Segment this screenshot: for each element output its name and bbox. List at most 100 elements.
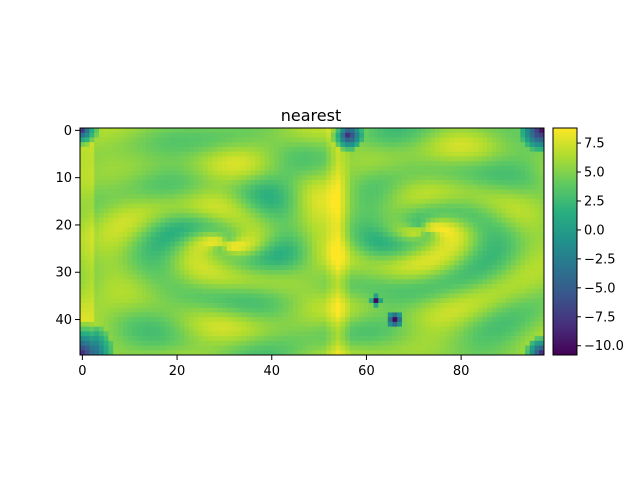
heatmap-cell — [368, 203, 374, 209]
heatmap-cell — [425, 293, 431, 299]
heatmap-cell — [454, 345, 460, 351]
heatmap-cell — [477, 269, 483, 275]
heatmap-cell — [506, 321, 512, 327]
heatmap-cell — [141, 208, 147, 214]
heatmap-cell — [297, 222, 303, 228]
heatmap-cell — [240, 246, 247, 252]
heatmap-cell — [330, 175, 337, 181]
heatmap-cell — [169, 222, 176, 228]
heatmap-cell — [307, 180, 313, 186]
heatmap-cell — [274, 198, 280, 205]
heatmap-cell — [207, 269, 213, 275]
heatmap-cell — [345, 180, 351, 186]
heatmap-cell — [264, 255, 270, 261]
heatmap-cell — [283, 165, 289, 171]
heatmap-cell — [226, 194, 232, 200]
heatmap-cell — [288, 222, 294, 228]
heatmap-cell — [491, 246, 497, 252]
heatmap-cell — [520, 156, 526, 162]
heatmap-cell — [510, 156, 516, 162]
heatmap-cell — [174, 156, 180, 162]
heatmap-cell — [458, 284, 464, 290]
heatmap-cell — [245, 336, 251, 342]
heatmap-cell — [439, 128, 445, 134]
heatmap-cell — [354, 132, 360, 138]
heatmap-cell — [373, 255, 379, 261]
heatmap-cell — [274, 288, 280, 294]
heatmap-cell — [387, 269, 393, 275]
heatmap-cell — [506, 132, 512, 138]
heatmap-cell — [321, 331, 327, 337]
heatmap-cell — [198, 203, 204, 209]
heatmap-cell — [539, 317, 545, 323]
heatmap-cell — [416, 170, 422, 176]
heatmap-cell — [113, 265, 119, 271]
heatmap-cell — [84, 217, 90, 223]
heatmap-cell — [155, 217, 161, 223]
heatmap-cell — [515, 269, 521, 275]
heatmap-cell — [240, 132, 247, 138]
heatmap-cell — [383, 165, 389, 171]
heatmap-cell — [316, 288, 322, 294]
heatmap-cell — [302, 326, 308, 332]
heatmap-cell — [169, 232, 176, 238]
heatmap-cell — [184, 288, 190, 294]
heatmap-cell — [359, 142, 365, 148]
heatmap-cell — [165, 189, 171, 195]
heatmap-cell — [165, 194, 171, 200]
heatmap-cell — [136, 241, 142, 247]
heatmap-cell — [84, 227, 90, 233]
heatmap-cell — [354, 236, 360, 242]
heatmap-cell — [321, 175, 327, 181]
heatmap-cell — [179, 279, 185, 285]
heatmap-cell — [80, 128, 86, 134]
heatmap-cell — [472, 340, 479, 346]
x-tick-label: 80 — [453, 364, 470, 379]
heatmap-cell — [354, 298, 360, 304]
heatmap-cell — [430, 208, 436, 214]
heatmap-cell — [160, 260, 166, 266]
heatmap-cell — [520, 350, 526, 356]
heatmap-cell — [435, 246, 441, 252]
heatmap-cell — [335, 232, 341, 238]
heatmap-cell — [406, 312, 412, 318]
heatmap-cell — [165, 227, 171, 233]
heatmap-cell — [430, 161, 436, 167]
heatmap-cell — [425, 340, 431, 346]
heatmap-cell — [98, 222, 105, 228]
heatmap-cell — [264, 128, 270, 134]
heatmap-cell — [439, 132, 445, 138]
heatmap-cell — [368, 331, 374, 337]
heatmap-cell — [207, 302, 213, 309]
heatmap-cell — [127, 284, 133, 290]
heatmap-cell — [217, 236, 223, 242]
heatmap-cell — [212, 321, 218, 327]
heatmap-cell — [160, 142, 166, 148]
heatmap-cell — [401, 165, 408, 171]
heatmap-cell — [169, 217, 176, 223]
heatmap-cell — [321, 170, 327, 176]
heatmap-cell — [151, 170, 157, 176]
heatmap-cell — [340, 236, 346, 242]
heatmap-cell — [496, 132, 502, 138]
heatmap-cell — [98, 284, 105, 290]
heatmap-cell — [98, 312, 105, 318]
heatmap-cell — [349, 321, 355, 327]
heatmap-cell — [444, 161, 450, 167]
heatmap-cell — [146, 236, 152, 242]
heatmap-cell — [98, 269, 105, 275]
heatmap-cell — [89, 236, 95, 242]
heatmap-cell — [340, 302, 346, 309]
heatmap-cell — [259, 232, 265, 238]
heatmap-cell — [491, 293, 497, 299]
heatmap-cell — [510, 222, 516, 228]
heatmap-cell — [127, 208, 133, 214]
heatmap-cell — [84, 146, 90, 152]
heatmap-cell — [420, 293, 426, 299]
heatmap-cell — [397, 326, 403, 332]
heatmap-cell — [136, 312, 142, 318]
heatmap-cell — [435, 350, 441, 356]
heatmap-cell — [169, 331, 176, 337]
heatmap-cell — [307, 265, 313, 271]
heatmap-cell — [108, 156, 114, 162]
